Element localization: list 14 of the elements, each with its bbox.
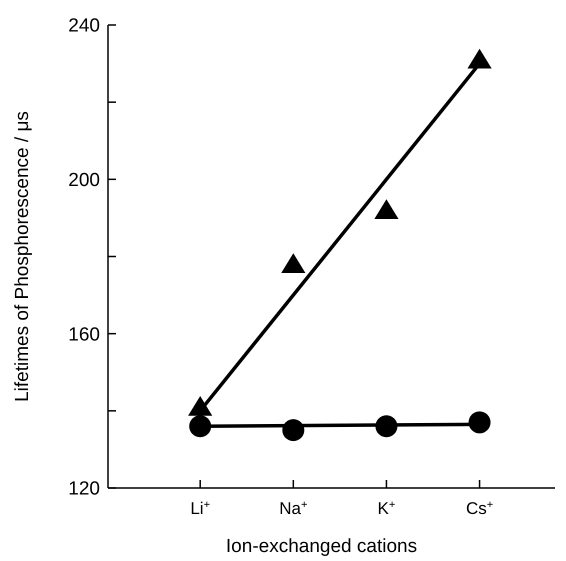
y-axis-title: Lifetimes of Phosphorescence / μs (12, 111, 33, 402)
x-tick-label: Na$^{+}$ (279, 499, 308, 518)
point (374, 199, 399, 219)
point (468, 411, 491, 434)
x-tick-label: Cs$^{+}$ (466, 499, 494, 518)
y-tick-label: 200 (68, 170, 100, 191)
x-tick-label: Li$^{+}$ (190, 499, 210, 518)
x-axis-title: Ion-exchanged cations (226, 536, 418, 557)
x-tick-label: K$^{+}$ (378, 499, 396, 518)
y-tick-label: 120 (68, 478, 100, 500)
y-tick-label: 240 (68, 16, 100, 37)
point (467, 48, 492, 69)
y-tick-label: 160 (68, 324, 100, 346)
point (281, 253, 306, 274)
